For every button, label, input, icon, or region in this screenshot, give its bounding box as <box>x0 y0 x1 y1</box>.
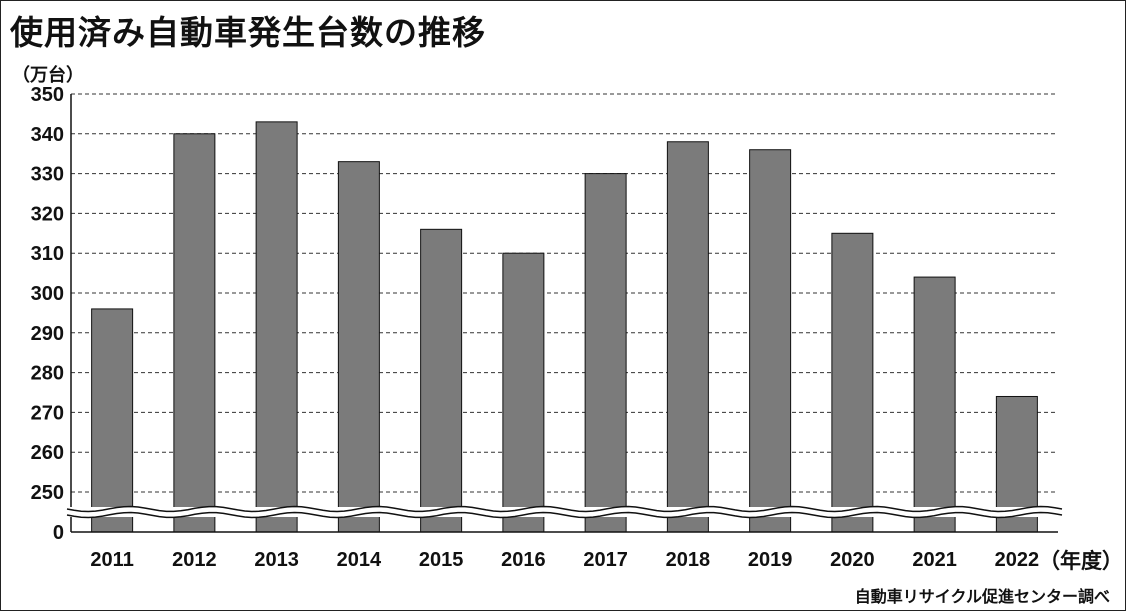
y-tick-labels: 350 340 330 320 310 300 290 280 270 260 250 0 <box>31 84 64 544</box>
y-tick-label: 340 <box>31 124 64 146</box>
x-tick-labels: 2011 2012 2013 2014 2015 2016 2017 2018 2019 2020… <box>90 549 1039 571</box>
x-tick-label: 2014 <box>337 549 382 571</box>
bar <box>666 141 709 533</box>
y-tick-label: 260 <box>31 442 64 464</box>
y-tick-label: 320 <box>31 203 64 225</box>
axis-break-line <box>66 511 1063 519</box>
y-tick-label: 310 <box>31 243 64 265</box>
grid-lines <box>71 93 1058 493</box>
x-tick-label: 2016 <box>501 549 546 571</box>
axes <box>70 94 1058 533</box>
bars <box>91 121 1038 533</box>
bar <box>831 232 874 533</box>
y-tick-label: 350 <box>31 84 64 106</box>
y-tick-label: 300 <box>31 283 64 305</box>
bar <box>749 149 792 533</box>
bar <box>255 121 298 533</box>
x-tick-label: 2021 <box>912 549 957 571</box>
bar <box>173 133 216 533</box>
x-tick-label: 2015 <box>419 549 464 571</box>
x-tick-label: 2019 <box>748 549 793 571</box>
y-tick-label: 330 <box>31 164 64 186</box>
x-tick-label: 2018 <box>666 549 711 571</box>
x-tick-label: 2011 <box>90 549 133 571</box>
y-tick-label: 0 <box>53 522 64 544</box>
x-tick-label: 2020 <box>830 549 875 571</box>
x-tick-label: 2012 <box>172 549 217 571</box>
bar <box>502 252 545 533</box>
x-tick-label: 2013 <box>254 549 299 571</box>
bar <box>584 173 627 533</box>
bar <box>337 161 380 533</box>
y-tick-label: 270 <box>31 402 64 424</box>
bar <box>91 308 134 533</box>
chart-title: 使用済み自動車発生台数の推移 <box>10 13 486 52</box>
y-tick-label: 280 <box>31 363 64 385</box>
axis-break-band <box>67 507 1062 517</box>
bar <box>913 276 956 533</box>
y-tick-label: 250 <box>31 482 64 504</box>
source-note: 自動車リサイクル促進センター調べ <box>854 587 1110 606</box>
x-tick-label: 2017 <box>583 549 628 571</box>
y-axis-unit-label: （万台） <box>12 65 84 86</box>
bar <box>420 228 463 533</box>
y-tick-label: 290 <box>31 323 64 345</box>
axis-break-line <box>66 505 1063 513</box>
x-tick-label: 2022 <box>995 549 1040 571</box>
x-axis-unit-label: （年度） <box>1039 549 1123 573</box>
axis-break <box>66 505 1063 519</box>
